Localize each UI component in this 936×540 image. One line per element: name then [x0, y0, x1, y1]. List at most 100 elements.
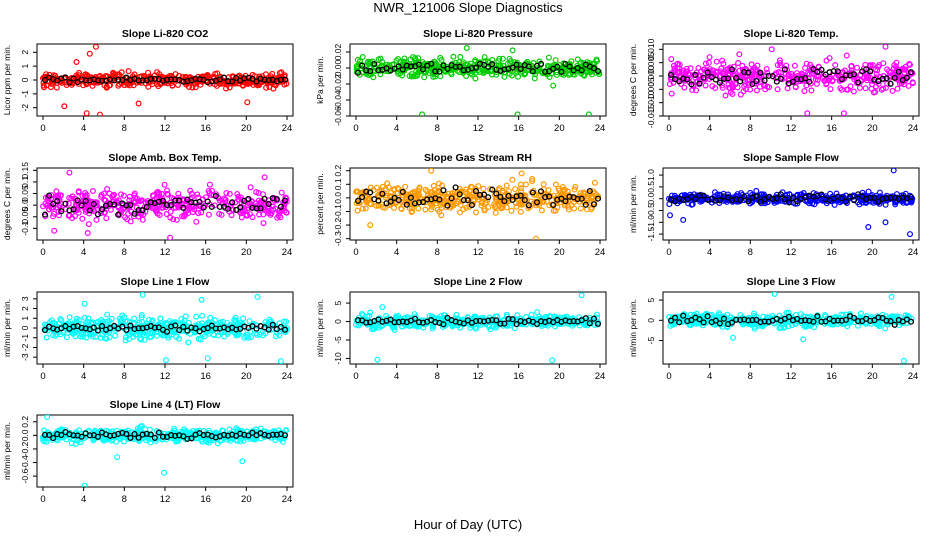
data-point	[439, 323, 446, 330]
data-point	[192, 84, 199, 91]
data-point	[736, 51, 743, 58]
data-point	[155, 321, 162, 328]
data-point	[270, 206, 277, 213]
data-point	[134, 195, 141, 202]
y-tick-label: -0.1	[333, 204, 343, 219]
data-point	[256, 79, 263, 86]
mean-point	[777, 75, 784, 82]
mean-point	[281, 197, 289, 204]
data-point	[670, 62, 677, 69]
x-tick-label: 12	[160, 247, 171, 258]
mean-point	[123, 326, 130, 333]
mean-point	[395, 197, 402, 204]
x-tick-label: 4	[707, 247, 712, 258]
y-tick-label: 0.5	[646, 181, 656, 193]
mean-point	[489, 316, 496, 324]
data-point	[403, 59, 410, 66]
mean-point	[684, 76, 691, 83]
data-point	[430, 73, 437, 80]
mean-point	[513, 321, 520, 328]
data-point	[785, 71, 792, 78]
data-point	[503, 182, 510, 189]
mean-point	[265, 326, 272, 333]
mean-point	[41, 211, 49, 218]
data-point	[702, 60, 709, 67]
data-point	[415, 188, 422, 195]
mean-point	[98, 206, 106, 213]
mean-point	[867, 194, 874, 201]
y-tick-label: -0.6	[20, 469, 30, 484]
data-point	[869, 62, 876, 69]
mean-point	[781, 66, 788, 73]
data-point	[902, 63, 909, 70]
outlier-point	[865, 224, 872, 231]
data-point	[791, 316, 798, 323]
outlier-point	[73, 58, 80, 65]
mean-point	[594, 320, 602, 327]
x-tick-label: 12	[160, 123, 171, 134]
mean-point	[749, 317, 756, 324]
x-tick-label: 16	[826, 371, 837, 382]
data-point	[358, 311, 365, 318]
data-point	[501, 73, 508, 80]
data-point	[394, 185, 401, 192]
data-point	[138, 336, 145, 343]
data-point	[808, 87, 815, 94]
mean-point	[688, 81, 695, 88]
data-point	[473, 209, 480, 216]
data-point	[167, 214, 174, 221]
mean-point	[789, 78, 797, 85]
y-tick-label: 1.0	[646, 169, 656, 181]
data-point	[522, 181, 529, 188]
data-point	[272, 333, 279, 340]
data-point	[104, 311, 111, 318]
data-point	[170, 216, 177, 223]
mean-point	[802, 75, 809, 82]
data-point	[478, 199, 485, 206]
mean-point	[359, 62, 366, 69]
x-tick-label: 24	[908, 123, 919, 134]
data-point	[503, 204, 510, 211]
data-point	[698, 68, 705, 75]
outlier-point	[81, 300, 88, 307]
mean-point	[224, 78, 232, 85]
outlier-point	[680, 216, 687, 223]
mean-point	[460, 320, 467, 327]
mean-point	[212, 192, 219, 200]
data-point	[43, 71, 50, 78]
mean-point	[810, 193, 817, 200]
outlier-point	[533, 235, 539, 240]
mean-point	[253, 205, 260, 212]
data-point	[278, 189, 285, 196]
data-point	[440, 193, 447, 200]
mean-point	[220, 74, 228, 81]
data-point	[791, 62, 798, 69]
mean-point	[241, 75, 248, 82]
mean-point	[704, 196, 711, 203]
data-point	[173, 216, 180, 223]
data-point	[408, 190, 415, 197]
data-point	[248, 198, 255, 205]
data-point	[147, 320, 154, 327]
data-point	[406, 201, 413, 208]
data-point	[79, 215, 86, 222]
data-point	[891, 62, 898, 69]
mean-point	[724, 75, 732, 82]
data-point	[188, 190, 195, 197]
mean-point	[188, 199, 195, 206]
data-point	[727, 89, 734, 96]
data-point	[354, 207, 361, 214]
x-tick-label: 12	[786, 371, 797, 382]
data-point	[751, 64, 758, 71]
data-point	[865, 188, 872, 195]
data-point	[370, 74, 377, 81]
data-point	[269, 70, 276, 77]
data-point	[720, 60, 727, 67]
y-tick-label: 0.0	[20, 429, 30, 441]
data-point	[492, 313, 499, 320]
x-tick-label: 24	[282, 494, 293, 505]
data-point	[777, 62, 784, 69]
data-point	[571, 186, 578, 193]
